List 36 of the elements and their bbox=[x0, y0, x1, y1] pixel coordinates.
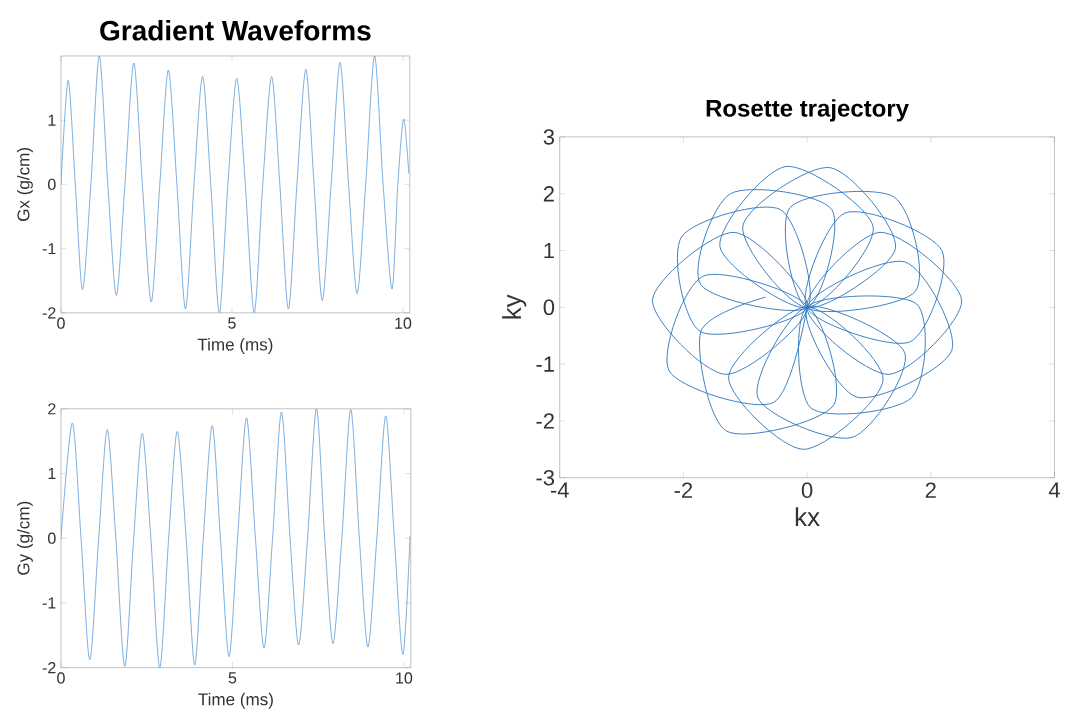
y-tick-label: 2 bbox=[543, 186, 554, 202]
x-tick-label: 10 bbox=[396, 672, 413, 684]
y-tick-label: 2 bbox=[48, 403, 56, 415]
x-tick-label: -2 bbox=[674, 482, 693, 498]
y-tick-label: 3 bbox=[543, 129, 555, 145]
y-tick-label: -1 bbox=[42, 243, 56, 255]
y-axis-title: ky bbox=[502, 294, 527, 319]
y-tick-label: 0 bbox=[47, 532, 56, 545]
x-tick-label: 5 bbox=[228, 317, 236, 329]
x-tick-label: 0 bbox=[801, 482, 813, 499]
x-tick-label: 0 bbox=[57, 317, 65, 330]
y-tick-label: -1 bbox=[536, 356, 554, 372]
x-axis-title: Time (ms) bbox=[198, 693, 273, 709]
x-axis-title: kx bbox=[795, 507, 820, 527]
x-tick-label: 10 bbox=[395, 317, 412, 330]
x-tick-label: 5 bbox=[228, 672, 237, 684]
y-tick-label: 1 bbox=[48, 114, 56, 126]
y-tick-label: 1 bbox=[544, 243, 554, 259]
line-series bbox=[652, 166, 963, 450]
line-series bbox=[60, 56, 410, 314]
y-axis-title: Gx (g/cm) bbox=[17, 148, 33, 222]
chart-title: Gradient Waveforms bbox=[100, 20, 371, 41]
y-tick-label: 0 bbox=[543, 299, 555, 316]
y-tick-label: 0 bbox=[47, 178, 56, 191]
y-tick-label: -2 bbox=[42, 307, 56, 319]
y-tick-label: 1 bbox=[48, 468, 56, 480]
y-axis-title: Gy (g/cm) bbox=[17, 502, 33, 575]
x-tick-label: 0 bbox=[57, 672, 65, 684]
x-tick-label: 2 bbox=[925, 482, 936, 498]
y-tick-label: -2 bbox=[42, 662, 56, 674]
y-tick-label: -1 bbox=[42, 597, 56, 609]
line-series bbox=[60, 408, 411, 668]
y-tick-label: -2 bbox=[536, 413, 554, 429]
chart-title: Rosette trajectory bbox=[706, 99, 909, 122]
x-tick-label: 4 bbox=[1048, 482, 1060, 498]
x-axis-title: Time (ms) bbox=[197, 338, 273, 355]
